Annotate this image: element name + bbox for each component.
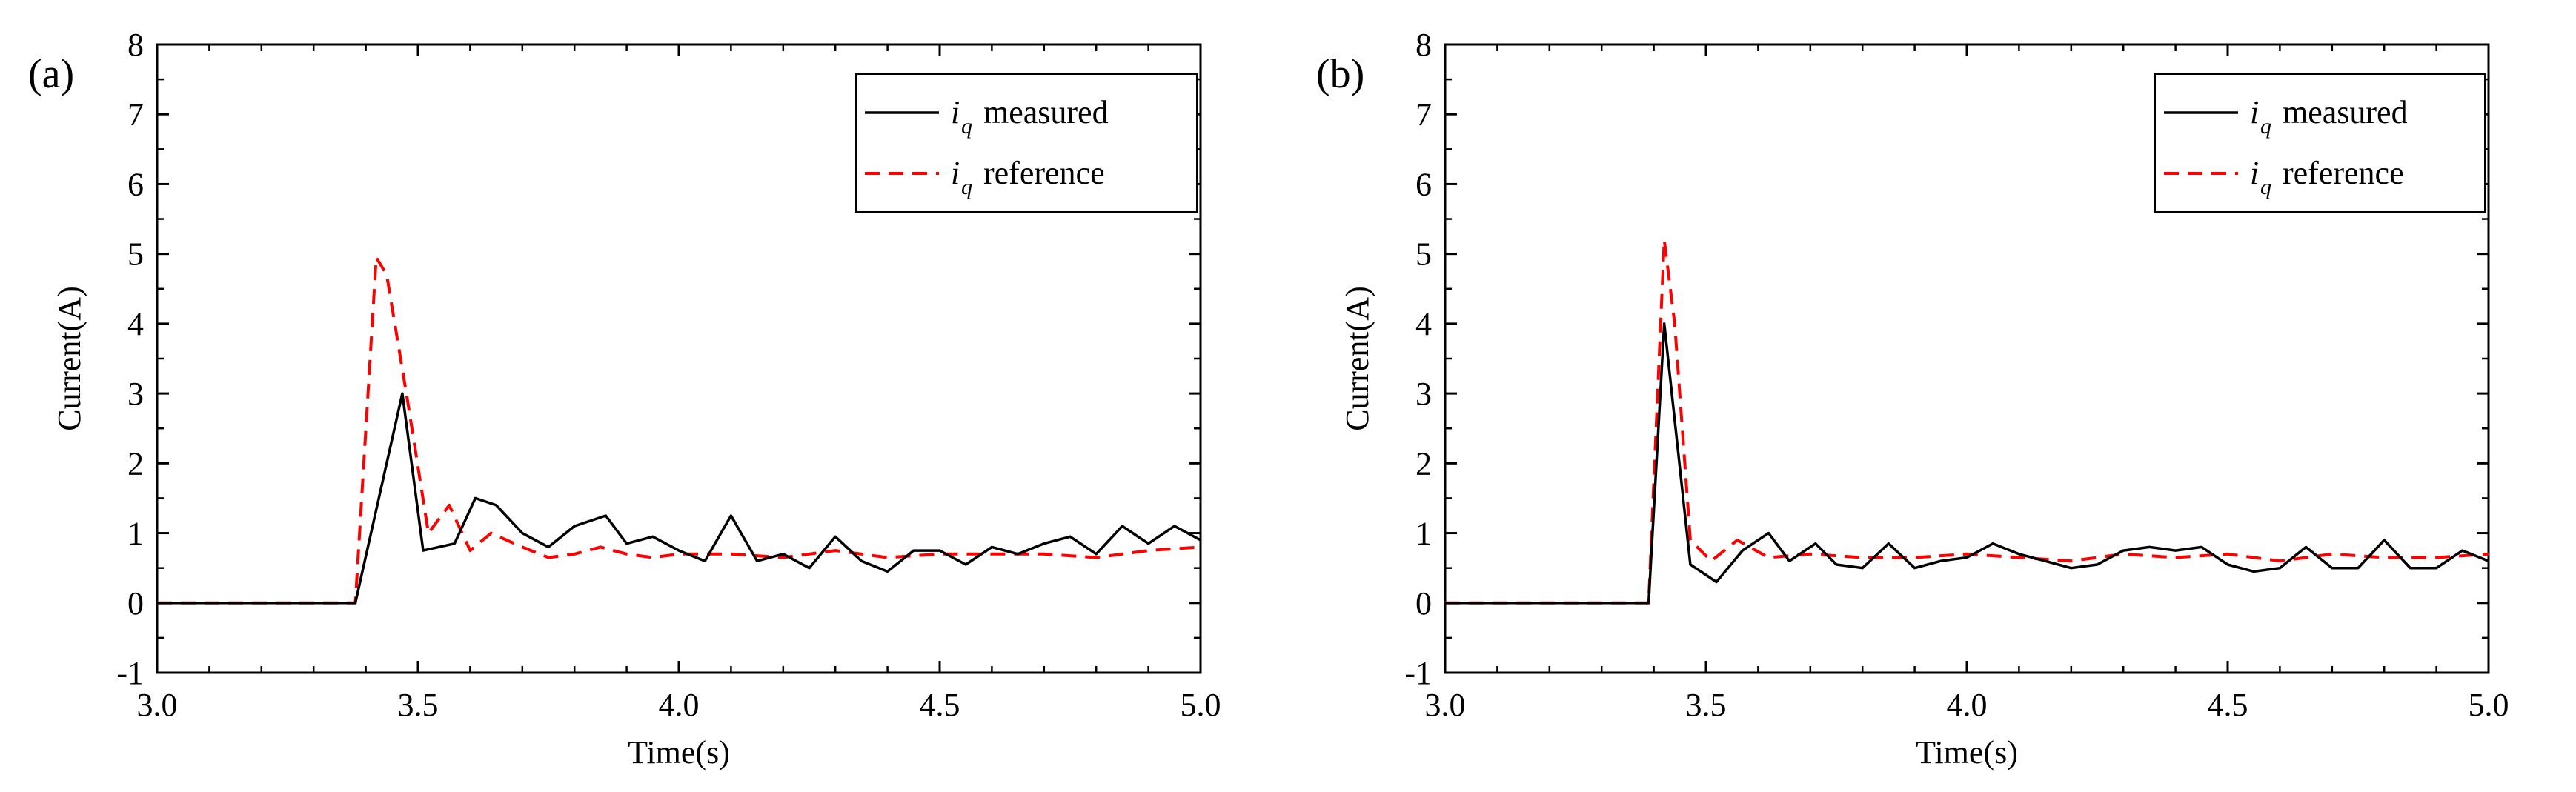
legend-label-measured-a: measured: [983, 94, 1109, 130]
x-tick-label-a-0: 3.0: [137, 687, 178, 723]
x-tick-label-a-4: 5.0: [1181, 687, 1221, 723]
legend-symbol-measured-a: i: [951, 94, 960, 130]
y-tick-label-b-5: 4: [1415, 306, 1432, 342]
x-axis-title-a: Time(s): [628, 734, 730, 771]
y-tick-label-b-0: -1: [1404, 655, 1432, 691]
legend-symbol-measured-b: i: [2250, 94, 2259, 130]
legend-label-reference-b: reference: [2283, 155, 2404, 191]
legend-box-b: [2154, 73, 2486, 213]
y-tick-label-b-4: 3: [1415, 376, 1432, 412]
chart-panel-a: -1 0 1 2 3 4 5 6 7 8 3.0 3.5 4.0 4.5 5.0 Time(s) Current…: [28, 27, 1221, 771]
x-tick-label-b-1: 3.5: [1686, 687, 1727, 723]
x-tick-label-b-3: 4.5: [2208, 687, 2248, 723]
legend-symbol-reference-b: i: [2250, 155, 2259, 191]
y-axis-title-b: Current(A): [1339, 286, 1375, 431]
x-tick-label-b-4: 5.0: [2469, 687, 2509, 723]
legend-subscript-reference-b: q: [2260, 175, 2271, 199]
panel-label-a: (a): [28, 51, 74, 97]
y-tick-label-a-0: -1: [116, 655, 144, 691]
y-tick-label-b-3: 2: [1415, 445, 1432, 482]
chart-a-svg: -1 0 1 2 3 4 5 6 7 8 3.0 3.5 4.0 4.5 5.0 Time(s) Current…: [28, 27, 1221, 771]
chart-panel-b: -1 0 1 2 3 4 5 6 7 8 3.0 3.5 4.0 4.5 5.0 Time(s) Current…: [1288, 0, 2576, 792]
y-tick-label-b-8: 7: [1415, 96, 1432, 133]
x-axis-title-b: Time(s): [1916, 734, 2018, 771]
x-tick-label-b-2: 4.0: [1947, 687, 1988, 723]
y-tick-label-a-7: 6: [127, 166, 144, 202]
y-tick-label-a-6: 5: [127, 236, 144, 273]
y-tick-label-a-2: 1: [127, 516, 144, 552]
y-tick-label-b-1: 0: [1415, 585, 1432, 622]
series-line-reference-a: [157, 256, 1201, 605]
y-tick-label-a-9: 8: [127, 27, 144, 63]
legend-subscript-measured-b: q: [2260, 114, 2271, 139]
legend-label-measured-b: measured: [2283, 94, 2408, 130]
y-tick-label-a-3: 2: [127, 445, 144, 482]
series-line-reference-b: [1445, 238, 2489, 605]
x-tick-label-a-3: 4.5: [920, 687, 960, 723]
y-axis-title-a: Current(A): [51, 286, 87, 431]
series-line-measured-a: [157, 392, 1201, 605]
legend-symbol-reference-a: i: [951, 155, 960, 191]
legend-subscript-reference-a: q: [961, 175, 972, 199]
legend-box-a: [855, 73, 1198, 213]
y-tick-label-b-7: 6: [1415, 166, 1432, 202]
y-tick-label-a-4: 3: [127, 376, 144, 412]
chart-b-svg: -1 0 1 2 3 4 5 6 7 8 3.0 3.5 4.0 4.5 5.0 Time(s) Current…: [1316, 27, 2509, 771]
series-line-measured-b: [1445, 322, 2489, 605]
legend-subscript-measured-a: q: [961, 114, 972, 139]
x-tick-label-a-2: 4.0: [659, 687, 700, 723]
y-tick-label-a-1: 0: [127, 585, 144, 622]
y-tick-label-a-5: 4: [127, 306, 144, 342]
panel-label-b: (b): [1316, 51, 1364, 97]
y-tick-label-b-6: 5: [1415, 236, 1432, 273]
legend-label-reference-a: reference: [983, 155, 1105, 191]
x-tick-label-b-0: 3.0: [1425, 687, 1466, 723]
y-tick-label-b-2: 1: [1415, 516, 1432, 552]
y-tick-label-b-9: 8: [1415, 27, 1432, 63]
x-tick-label-a-1: 3.5: [398, 687, 439, 723]
y-tick-label-a-8: 7: [127, 96, 144, 133]
